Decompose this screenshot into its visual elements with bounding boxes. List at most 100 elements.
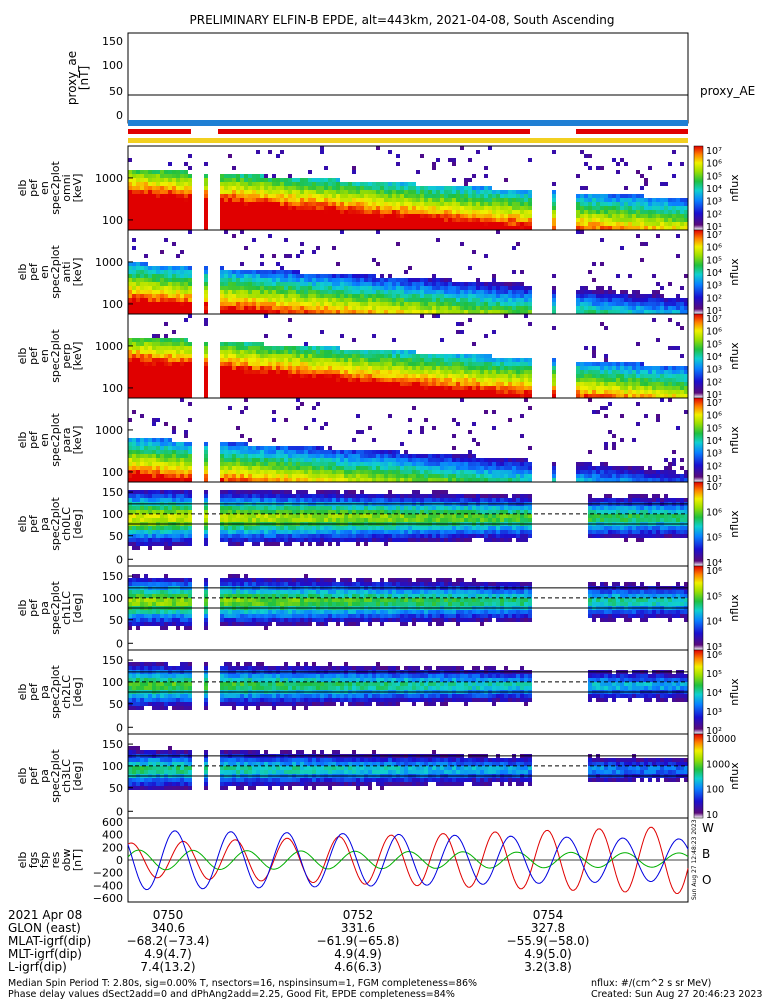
heatmap-cell — [436, 454, 440, 458]
heatmap-cell — [368, 298, 372, 302]
heatmap-cell — [500, 290, 504, 294]
heatmap-cell — [288, 458, 292, 462]
heatmap-cell — [204, 214, 208, 218]
heatmap-cell — [268, 454, 272, 458]
heatmap-cell — [132, 206, 136, 210]
heatmap-cell — [144, 218, 148, 222]
heatmap-cell — [140, 378, 144, 382]
heatmap-cell — [300, 190, 304, 194]
heatmap-cell — [128, 462, 132, 466]
heatmap-cell — [552, 306, 556, 310]
heatmap-cell — [152, 274, 156, 278]
heatmap-cell — [280, 226, 284, 230]
heatmap-cell — [260, 178, 264, 182]
heatmap-cell — [244, 454, 248, 458]
heatmap-cell — [228, 190, 232, 194]
heatmap-cell — [580, 194, 584, 198]
heatmap-cell — [204, 278, 208, 282]
heatmap-cell — [312, 478, 316, 482]
heatmap-cell — [496, 230, 500, 234]
heatmap-cell — [612, 362, 616, 366]
heatmap-cell — [220, 450, 224, 454]
heatmap-cell — [424, 222, 428, 226]
heatmap-cell — [204, 466, 208, 470]
heatmap-cell — [280, 378, 284, 382]
heatmap-cell — [464, 390, 468, 394]
heatmap-cell — [464, 202, 468, 206]
heatmap-cell — [396, 462, 400, 466]
heatmap-cell — [260, 206, 264, 210]
heatmap-cell — [452, 218, 456, 222]
heatmap-cell — [220, 190, 224, 194]
heatmap-cell — [160, 358, 164, 362]
heatmap-cell — [260, 254, 264, 258]
heatmap-cell — [280, 182, 284, 186]
heatmap-cell — [180, 390, 184, 394]
heatmap-cell — [600, 198, 604, 202]
heatmap-cell — [380, 222, 384, 226]
heatmap-cell — [408, 298, 412, 302]
heatmap-cell — [424, 226, 428, 230]
heatmap-cell — [400, 214, 404, 218]
heatmap-cell — [608, 306, 612, 310]
heatmap-cell — [304, 350, 308, 354]
heatmap-cell — [372, 362, 376, 366]
heatmap-cell — [448, 226, 452, 230]
heatmap-cell — [552, 362, 556, 366]
heatmap-cell — [232, 458, 236, 462]
heatmap-cell — [456, 354, 460, 358]
heatmap-cell — [232, 198, 236, 202]
heatmap-cell — [396, 194, 400, 198]
heatmap-cell — [352, 458, 356, 462]
heatmap-cell — [248, 286, 252, 290]
heatmap-cell — [440, 218, 444, 222]
heatmap-cell — [156, 378, 160, 382]
proxy-ae-tick: 50 — [109, 85, 123, 98]
heatmap-cell — [448, 458, 452, 462]
heatmap-cell — [180, 186, 184, 190]
heatmap-cell — [684, 366, 688, 370]
heatmap-cell — [428, 478, 432, 482]
heatmap-cell — [280, 218, 284, 222]
heatmap-cell — [260, 290, 264, 294]
heatmap-cell — [376, 390, 380, 394]
heatmap-cell — [284, 178, 288, 182]
heatmap-cell — [276, 290, 280, 294]
heatmap-cell — [164, 306, 168, 310]
heatmap-cell — [260, 298, 264, 302]
heatmap-cell — [616, 218, 620, 222]
heatmap-cell — [580, 230, 584, 234]
heatmap-cell — [336, 378, 340, 382]
heatmap-cell — [328, 190, 332, 194]
heatmap-cell — [364, 374, 368, 378]
heatmap-cell — [312, 310, 316, 314]
heatmap-cell — [228, 282, 232, 286]
heatmap-cell — [412, 182, 416, 186]
heatmap-cell — [180, 226, 184, 230]
heatmap-cell — [332, 278, 336, 282]
heatmap-cell — [248, 358, 252, 362]
heatmap-cell — [224, 342, 228, 346]
heatmap-cell — [664, 310, 668, 314]
heatmap-cell — [656, 366, 660, 370]
heatmap-cell — [184, 282, 188, 286]
heatmap-cell — [252, 366, 256, 370]
heatmap-cell — [272, 350, 276, 354]
heatmap-cell — [172, 470, 176, 474]
heatmap-cell — [332, 302, 336, 306]
heatmap-cell — [228, 178, 232, 182]
heatmap-cell — [272, 174, 276, 178]
heatmap-cell — [240, 206, 244, 210]
heatmap-cell — [144, 182, 148, 186]
heatmap-cell — [176, 202, 180, 206]
heatmap-cell — [184, 218, 188, 222]
heatmap-cell — [412, 406, 416, 410]
heatmap-cell — [204, 458, 208, 462]
heatmap-cell — [292, 206, 296, 210]
heatmap-cell — [596, 286, 600, 290]
heatmap-cell — [128, 442, 132, 446]
heatmap-cell — [344, 182, 348, 186]
heatmap-cell — [340, 274, 344, 278]
heatmap-cell — [508, 394, 512, 398]
heatmap-cell — [516, 382, 520, 386]
